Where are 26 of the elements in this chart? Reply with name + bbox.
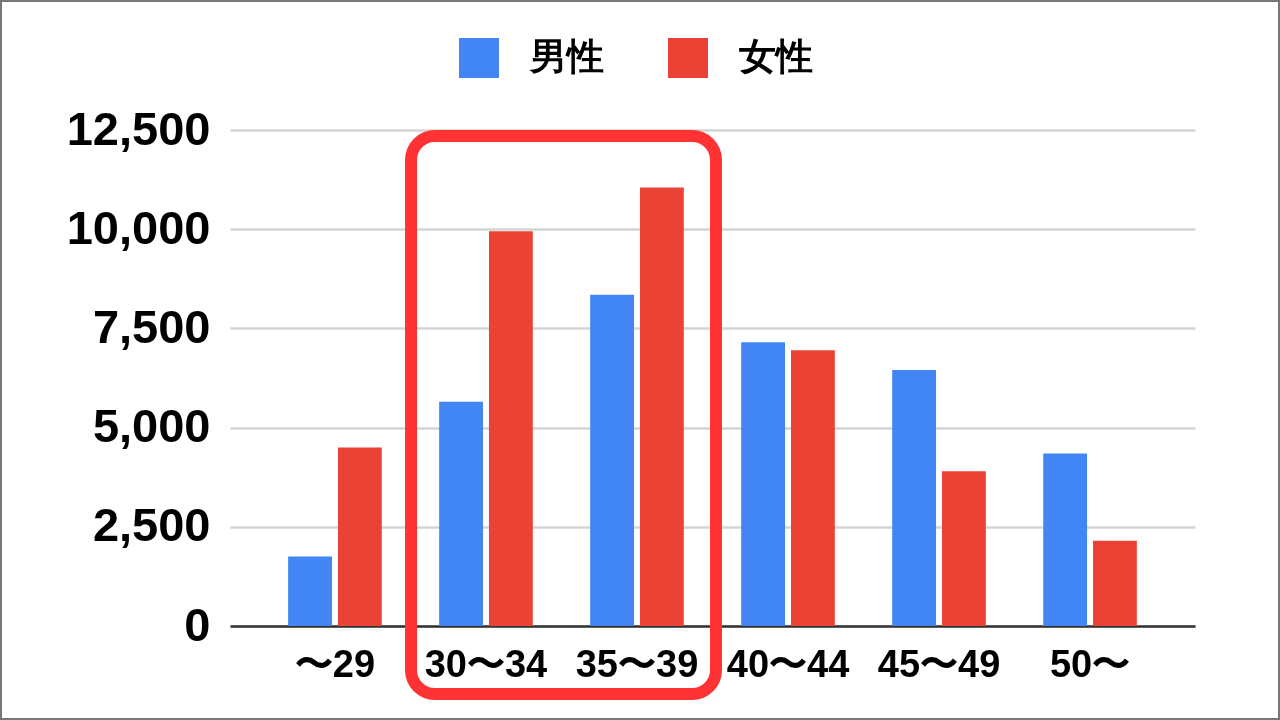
x-tick-label: 50〜 xyxy=(1049,642,1131,685)
y-tick-label: 2,500 xyxy=(92,498,211,552)
bar xyxy=(892,370,937,626)
x-tick-label: 45〜49 xyxy=(877,642,1001,685)
bar xyxy=(1043,453,1088,626)
bar xyxy=(791,350,835,626)
bar xyxy=(590,294,634,626)
legend-label: 男性 xyxy=(529,36,604,77)
x-tick-label: 〜29 xyxy=(294,642,376,685)
bar xyxy=(488,231,533,626)
x-tick-label: 30〜34 xyxy=(424,642,548,685)
bar xyxy=(942,471,986,626)
bar xyxy=(1093,540,1137,626)
bar xyxy=(439,401,483,626)
legend-label: 女性 xyxy=(739,36,813,77)
y-tick-label: 10,000 xyxy=(66,200,211,254)
bar xyxy=(741,342,786,626)
bar xyxy=(337,447,382,626)
y-tick-label: 5,000 xyxy=(92,399,211,453)
bar xyxy=(288,556,332,626)
y-tick-label: 7,500 xyxy=(92,299,211,353)
y-tick-label: 0 xyxy=(184,597,211,651)
x-tick-label: 35〜39 xyxy=(575,642,699,685)
x-tick-label: 40〜44 xyxy=(726,642,850,685)
y-tick-label: 12,500 xyxy=(66,101,211,155)
bar xyxy=(639,187,684,626)
